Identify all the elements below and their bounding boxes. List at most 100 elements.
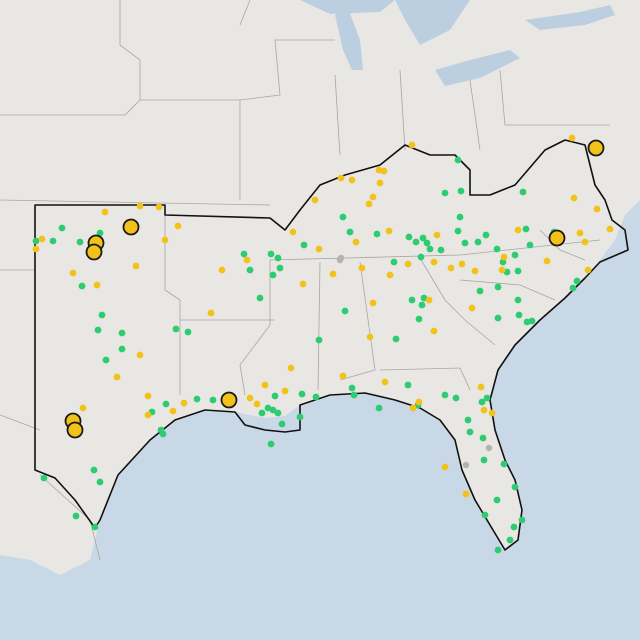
yellow-location-marker[interactable] xyxy=(441,463,449,471)
yellow-location-marker[interactable] xyxy=(369,193,377,201)
green-location-marker[interactable] xyxy=(193,395,201,403)
green-location-marker[interactable] xyxy=(348,384,356,392)
yellow-location-marker[interactable] xyxy=(408,141,416,149)
yellow-location-marker[interactable] xyxy=(315,245,323,253)
yellow-location-marker[interactable] xyxy=(500,253,508,261)
green-location-marker[interactable] xyxy=(522,225,530,233)
green-location-marker[interactable] xyxy=(58,224,66,232)
green-location-marker[interactable] xyxy=(32,237,40,245)
green-location-marker[interactable] xyxy=(519,188,527,196)
green-location-marker[interactable] xyxy=(514,296,522,304)
yellow-location-marker[interactable] xyxy=(261,381,269,389)
green-location-marker[interactable] xyxy=(375,404,383,412)
green-location-marker[interactable] xyxy=(209,396,217,404)
yellow-location-marker[interactable] xyxy=(136,202,144,210)
green-location-marker[interactable] xyxy=(441,391,449,399)
yellow-location-marker[interactable] xyxy=(93,281,101,289)
green-location-marker[interactable] xyxy=(274,409,282,417)
green-location-marker[interactable] xyxy=(573,277,581,285)
yellow-location-marker[interactable] xyxy=(337,174,345,182)
large-yellow-location-marker[interactable] xyxy=(85,243,103,261)
yellow-location-marker[interactable] xyxy=(352,238,360,246)
green-location-marker[interactable] xyxy=(341,307,349,315)
yellow-location-marker[interactable] xyxy=(514,226,522,234)
green-location-marker[interactable] xyxy=(90,466,98,474)
green-location-marker[interactable] xyxy=(256,294,264,302)
yellow-location-marker[interactable] xyxy=(369,299,377,307)
green-location-marker[interactable] xyxy=(506,536,514,544)
yellow-location-marker[interactable] xyxy=(366,333,374,341)
green-location-marker[interactable] xyxy=(418,301,426,309)
yellow-location-marker[interactable] xyxy=(207,309,215,317)
yellow-location-marker[interactable] xyxy=(69,269,77,277)
yellow-location-marker[interactable] xyxy=(576,229,584,237)
yellow-location-marker[interactable] xyxy=(136,351,144,359)
green-location-marker[interactable] xyxy=(569,284,577,292)
green-location-marker[interactable] xyxy=(515,311,523,319)
yellow-location-marker[interactable] xyxy=(462,490,470,498)
green-location-marker[interactable] xyxy=(300,241,308,249)
yellow-location-marker[interactable] xyxy=(433,231,441,239)
green-location-marker[interactable] xyxy=(511,251,519,259)
yellow-location-marker[interactable] xyxy=(468,304,476,312)
green-location-marker[interactable] xyxy=(480,456,488,464)
green-location-marker[interactable] xyxy=(78,282,86,290)
green-location-marker[interactable] xyxy=(426,245,434,253)
green-location-marker[interactable] xyxy=(172,325,180,333)
green-location-marker[interactable] xyxy=(454,227,462,235)
green-location-marker[interactable] xyxy=(500,460,508,468)
green-location-marker[interactable] xyxy=(514,267,522,275)
yellow-location-marker[interactable] xyxy=(144,392,152,400)
green-location-marker[interactable] xyxy=(390,258,398,266)
yellow-location-marker[interactable] xyxy=(498,266,506,274)
green-location-marker[interactable] xyxy=(339,213,347,221)
green-location-marker[interactable] xyxy=(441,189,449,197)
green-location-marker[interactable] xyxy=(494,283,502,291)
green-location-marker[interactable] xyxy=(476,287,484,295)
green-location-marker[interactable] xyxy=(474,238,482,246)
green-location-marker[interactable] xyxy=(404,381,412,389)
yellow-location-marker[interactable] xyxy=(584,266,592,274)
yellow-location-marker[interactable] xyxy=(480,406,488,414)
green-location-marker[interactable] xyxy=(267,250,275,258)
green-location-marker[interactable] xyxy=(269,271,277,279)
green-location-marker[interactable] xyxy=(373,230,381,238)
green-location-marker[interactable] xyxy=(118,345,126,353)
yellow-location-marker[interactable] xyxy=(430,327,438,335)
green-location-marker[interactable] xyxy=(482,231,490,239)
green-location-marker[interactable] xyxy=(412,238,420,246)
green-location-marker[interactable] xyxy=(479,434,487,442)
green-location-marker[interactable] xyxy=(102,356,110,364)
green-location-marker[interactable] xyxy=(274,254,282,262)
yellow-location-marker[interactable] xyxy=(144,411,152,419)
green-location-marker[interactable] xyxy=(423,239,431,247)
yellow-location-marker[interactable] xyxy=(113,373,121,381)
green-location-marker[interactable] xyxy=(456,213,464,221)
large-yellow-location-marker[interactable] xyxy=(220,391,238,409)
green-location-marker[interactable] xyxy=(408,296,416,304)
green-location-marker[interactable] xyxy=(296,413,304,421)
large-yellow-location-marker[interactable] xyxy=(122,218,140,236)
yellow-location-marker[interactable] xyxy=(329,270,337,278)
green-location-marker[interactable] xyxy=(258,409,266,417)
green-location-marker[interactable] xyxy=(405,233,413,241)
green-location-marker[interactable] xyxy=(461,239,469,247)
yellow-location-marker[interactable] xyxy=(253,400,261,408)
yellow-location-marker[interactable] xyxy=(281,387,289,395)
green-location-marker[interactable] xyxy=(466,428,474,436)
yellow-location-marker[interactable] xyxy=(409,404,417,412)
yellow-location-marker[interactable] xyxy=(132,262,140,270)
green-location-marker[interactable] xyxy=(415,315,423,323)
yellow-location-marker[interactable] xyxy=(568,134,576,142)
gray-location-marker[interactable] xyxy=(485,444,493,452)
green-location-marker[interactable] xyxy=(271,392,279,400)
green-location-marker[interactable] xyxy=(91,523,99,531)
green-location-marker[interactable] xyxy=(76,238,84,246)
yellow-location-marker[interactable] xyxy=(218,266,226,274)
green-location-marker[interactable] xyxy=(454,156,462,164)
green-location-marker[interactable] xyxy=(269,406,277,414)
green-location-marker[interactable] xyxy=(419,234,427,242)
green-location-marker[interactable] xyxy=(184,328,192,336)
green-location-marker[interactable] xyxy=(437,246,445,254)
green-location-marker[interactable] xyxy=(494,546,502,554)
